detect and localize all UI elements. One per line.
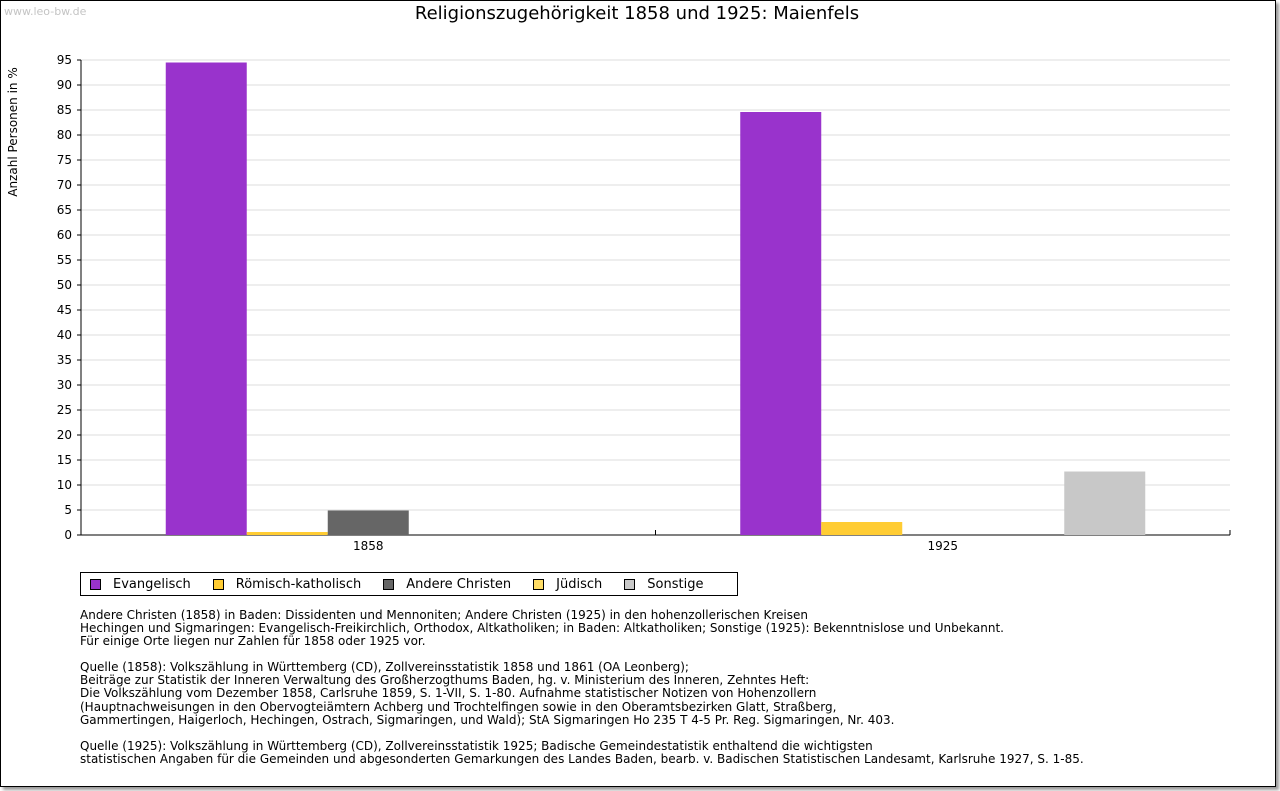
- y-tick-label: 80: [57, 128, 72, 142]
- footnote-line: (Hauptnachweisungen in den Obervogteiämt…: [80, 699, 837, 714]
- bar-evangelisch-1858: [165, 62, 247, 535]
- footnote-line: Quelle (1925): Volkszählung in Württembe…: [80, 738, 873, 753]
- footnote-line: Quelle (1858): Volkszählung in Württembe…: [80, 660, 689, 675]
- bar-sonstige-1925: [1064, 471, 1146, 535]
- legend: Evangelisch Römisch-katholisch Andere Chri…: [80, 572, 738, 596]
- x-category-label: 1858: [353, 539, 384, 553]
- y-tick-label: 45: [57, 303, 72, 317]
- x-category-label: 1925: [927, 539, 958, 553]
- y-tick-label: 0: [64, 528, 72, 542]
- y-tick-label: 20: [57, 428, 72, 442]
- legend-swatch: [624, 578, 636, 590]
- footnote-line: Für einige Orte liegen nur Zahlen für 18…: [80, 634, 426, 649]
- bar-r-misch-katholisch-1858: [246, 532, 328, 535]
- y-tick-label: 95: [57, 53, 72, 67]
- y-tick-label: 65: [57, 203, 72, 217]
- y-tick-label: 5: [64, 503, 72, 517]
- legend-item: Sonstige: [624, 577, 703, 592]
- y-tick-label: 10: [57, 478, 72, 492]
- y-tick-label: 75: [57, 153, 72, 167]
- legend-item: Evangelisch: [90, 577, 191, 592]
- legend-label: Sonstige: [647, 576, 704, 592]
- y-tick-label: 50: [57, 278, 72, 292]
- y-tick-label: 90: [57, 78, 72, 92]
- legend-item: Jüdisch: [533, 577, 602, 592]
- bar-r-misch-katholisch-1925: [821, 522, 903, 535]
- legend-swatch: [212, 578, 224, 590]
- chart-title: Religionszugehörigkeit 1858 und 1925: Ma…: [414, 3, 860, 24]
- footnote-paragraph: Quelle (1925): Volkszählung in Württembe…: [80, 738, 1084, 766]
- y-tick-label: 55: [57, 253, 72, 267]
- legend-label: Jüdisch: [556, 576, 603, 592]
- footnote-line: Gammertingen, Haigerloch, Hechingen, Ost…: [80, 712, 895, 727]
- legend-label: Römisch-katholisch: [235, 576, 362, 592]
- footnote-paragraph: Andere Christen (1858) in Baden: Disside…: [80, 608, 1084, 649]
- bar-evangelisch-1925: [740, 112, 822, 535]
- legend-label: Andere Christen: [406, 576, 512, 592]
- footnote-paragraph: Quelle (1858): Volkszählung in Württembe…: [80, 660, 1084, 727]
- y-tick-label: 30: [57, 378, 72, 392]
- y-tick-label: 40: [57, 328, 72, 342]
- legend-swatch: [533, 578, 545, 590]
- footnote-line: statistischen Angaben für die Gemeinden …: [80, 751, 1084, 766]
- y-tick-label: 35: [57, 353, 72, 367]
- legend-label: Evangelisch: [113, 576, 191, 592]
- legend-item: Römisch-katholisch: [212, 576, 362, 592]
- legend-swatch: [90, 578, 101, 590]
- footnote-line: Andere Christen (1858) in Baden: Disside…: [80, 608, 808, 622]
- footnote-line: Die Volkszählung vom Dezember 1858, Carl…: [80, 686, 817, 701]
- legend-swatch: [383, 578, 395, 590]
- footnote-line: Hechingen und Sigmaringen: Evangelisch-F…: [80, 621, 1004, 636]
- y-tick-label: 15: [57, 453, 72, 467]
- y-tick-label: 85: [57, 103, 72, 117]
- legend-item: Andere Christen: [383, 577, 511, 592]
- footnote-line: Beiträge zur Statistik der Inneren Verwa…: [80, 673, 810, 688]
- y-tick-label: 70: [57, 178, 72, 192]
- footnotes: Andere Christen (1858) in Baden: Disside…: [80, 608, 1084, 779]
- y-tick-label: 25: [57, 403, 72, 417]
- y-tick-label: 60: [57, 228, 72, 242]
- watermark: www.leo-bw.de: [4, 5, 87, 18]
- bar-andere-christen-1858: [327, 510, 409, 535]
